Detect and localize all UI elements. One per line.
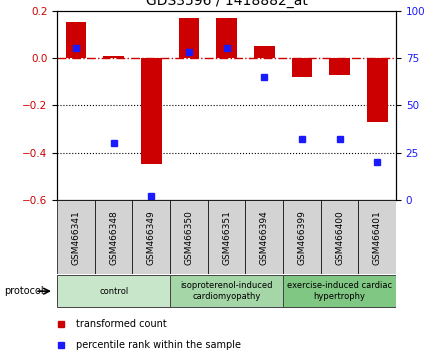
Bar <box>283 275 396 307</box>
Bar <box>103 56 124 58</box>
Bar <box>57 275 170 307</box>
Bar <box>170 200 208 274</box>
Bar <box>132 200 170 274</box>
Bar <box>57 200 95 274</box>
Bar <box>216 18 237 58</box>
Bar <box>170 275 283 307</box>
Text: GSM466351: GSM466351 <box>222 210 231 265</box>
Bar <box>321 200 358 274</box>
Text: control: control <box>99 287 128 296</box>
Bar <box>179 18 199 58</box>
Text: GSM466349: GSM466349 <box>147 210 156 264</box>
Text: GSM466400: GSM466400 <box>335 210 344 264</box>
Text: transformed count: transformed count <box>76 319 167 329</box>
Bar <box>66 22 86 58</box>
Text: GSM466348: GSM466348 <box>109 210 118 264</box>
Text: GSM466401: GSM466401 <box>373 210 381 264</box>
Text: GSM466394: GSM466394 <box>260 210 269 264</box>
Text: percentile rank within the sample: percentile rank within the sample <box>76 340 241 350</box>
Text: exercise-induced cardiac
hypertrophy: exercise-induced cardiac hypertrophy <box>287 281 392 301</box>
Bar <box>141 58 161 165</box>
Bar <box>358 200 396 274</box>
Bar <box>208 200 246 274</box>
Text: GSM466341: GSM466341 <box>72 210 81 264</box>
Text: isoproterenol-induced
cardiomyopathy: isoproterenol-induced cardiomyopathy <box>180 281 273 301</box>
Bar <box>329 58 350 75</box>
Text: GSM466399: GSM466399 <box>297 210 306 265</box>
Bar <box>246 200 283 274</box>
Text: GSM466350: GSM466350 <box>184 210 194 265</box>
Title: GDS3596 / 1418882_at: GDS3596 / 1418882_at <box>146 0 308 8</box>
Bar <box>292 58 312 77</box>
Bar <box>95 200 132 274</box>
Bar <box>283 200 321 274</box>
Text: protocol: protocol <box>4 286 44 296</box>
Bar <box>367 58 388 122</box>
Bar <box>254 46 275 58</box>
